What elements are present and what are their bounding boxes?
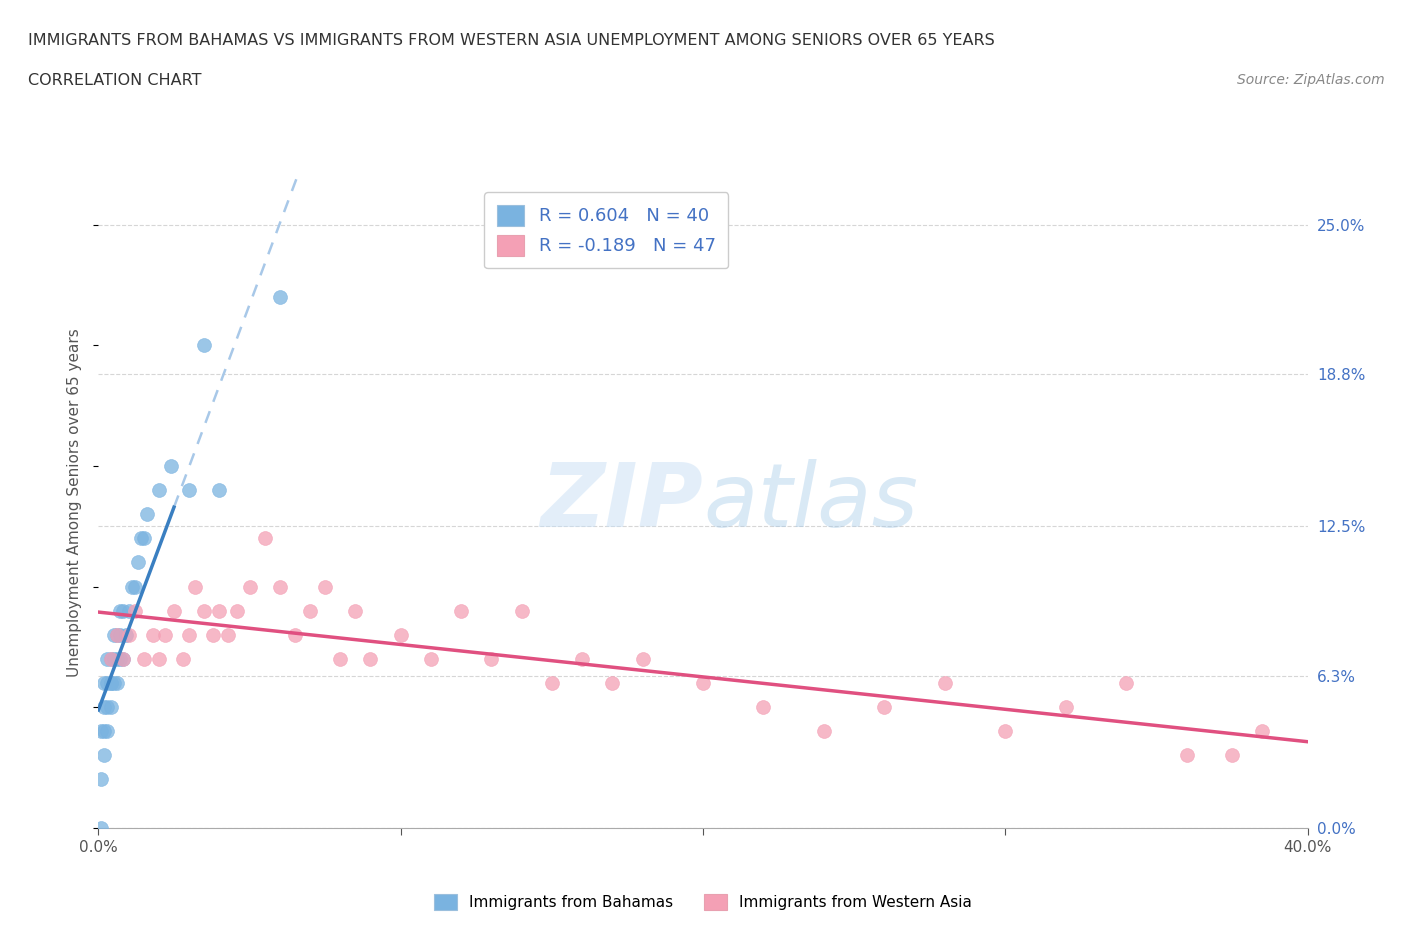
Point (93, 675, 115, 690)
Point (934, 675, 956, 690)
Point (153, 628, 176, 643)
Point (96, 675, 118, 690)
Point (253, 531, 276, 546)
Point (103, 652, 125, 667)
Point (105, 675, 128, 690)
Point (103, 628, 125, 643)
Point (90, 772, 112, 787)
Point (239, 579, 262, 594)
Point (284, 628, 307, 643)
Point (540, 675, 562, 690)
Point (329, 652, 352, 667)
Point (148, 652, 170, 667)
Point (108, 628, 131, 643)
Point (160, 458, 183, 473)
Point (100, 699, 122, 714)
Point (163, 604, 186, 618)
Point (269, 290, 291, 305)
Point (631, 652, 654, 667)
Point (202, 628, 225, 643)
Point (1251, 724, 1274, 738)
Point (124, 579, 146, 594)
Point (93, 748, 115, 763)
Point (450, 604, 472, 618)
Point (100, 652, 122, 667)
Point (1115, 675, 1137, 690)
Point (172, 652, 194, 667)
Text: ZIP: ZIP (540, 458, 703, 546)
Point (269, 579, 291, 594)
Point (179, 628, 201, 643)
Point (127, 555, 149, 570)
Point (360, 652, 382, 667)
Point (96, 724, 118, 738)
Point (124, 604, 146, 618)
Text: atlas: atlas (703, 459, 918, 545)
Point (111, 604, 134, 618)
Point (389, 628, 412, 643)
Point (299, 604, 322, 618)
Point (90, 724, 112, 738)
Point (602, 675, 624, 690)
Point (114, 628, 136, 643)
Point (193, 604, 215, 618)
Text: Source: ZipAtlas.com: Source: ZipAtlas.com (1237, 73, 1385, 86)
Point (105, 628, 128, 643)
Point (100, 652, 122, 667)
Point (105, 628, 128, 643)
Point (135, 507, 157, 522)
Text: CORRELATION CHART: CORRELATION CHART (28, 73, 201, 87)
Point (510, 604, 533, 618)
Point (1220, 748, 1243, 763)
Point (96, 699, 118, 714)
Point (111, 652, 134, 667)
Point (148, 483, 170, 498)
Point (208, 604, 231, 618)
Point (96, 652, 118, 667)
Point (692, 675, 714, 690)
Point (226, 604, 249, 618)
Point (873, 699, 896, 714)
Point (129, 531, 152, 546)
Point (344, 604, 367, 618)
Point (193, 338, 215, 352)
Point (1175, 748, 1198, 763)
Point (132, 652, 155, 667)
Point (314, 579, 336, 594)
Point (217, 628, 239, 643)
Point (813, 724, 835, 738)
Point (142, 628, 165, 643)
Point (118, 604, 141, 618)
Point (179, 483, 201, 498)
Point (118, 628, 141, 643)
Point (93, 724, 115, 738)
Point (100, 675, 122, 690)
Point (208, 483, 231, 498)
Point (90, 820, 112, 835)
Point (132, 531, 155, 546)
Text: IMMIGRANTS FROM BAHAMAS VS IMMIGRANTS FROM WESTERN ASIA UNEMPLOYMENT AMONG SENIO: IMMIGRANTS FROM BAHAMAS VS IMMIGRANTS FR… (28, 33, 995, 47)
Point (108, 652, 131, 667)
Point (420, 652, 443, 667)
Legend: R = 0.604   N = 40, R = -0.189   N = 47: R = 0.604 N = 40, R = -0.189 N = 47 (484, 193, 728, 268)
Point (121, 579, 143, 594)
Point (571, 652, 593, 667)
Point (1054, 699, 1077, 714)
Point (93, 699, 115, 714)
Point (111, 652, 134, 667)
Point (184, 579, 207, 594)
Point (105, 652, 128, 667)
Y-axis label: Unemployment Among Seniors over 65 years: Unemployment Among Seniors over 65 years (67, 328, 83, 677)
Point (108, 604, 131, 618)
Point (103, 675, 125, 690)
Point (994, 724, 1017, 738)
Point (100, 675, 122, 690)
Point (752, 699, 775, 714)
Legend: Immigrants from Bahamas, Immigrants from Western Asia: Immigrants from Bahamas, Immigrants from… (426, 886, 980, 918)
Point (481, 652, 503, 667)
